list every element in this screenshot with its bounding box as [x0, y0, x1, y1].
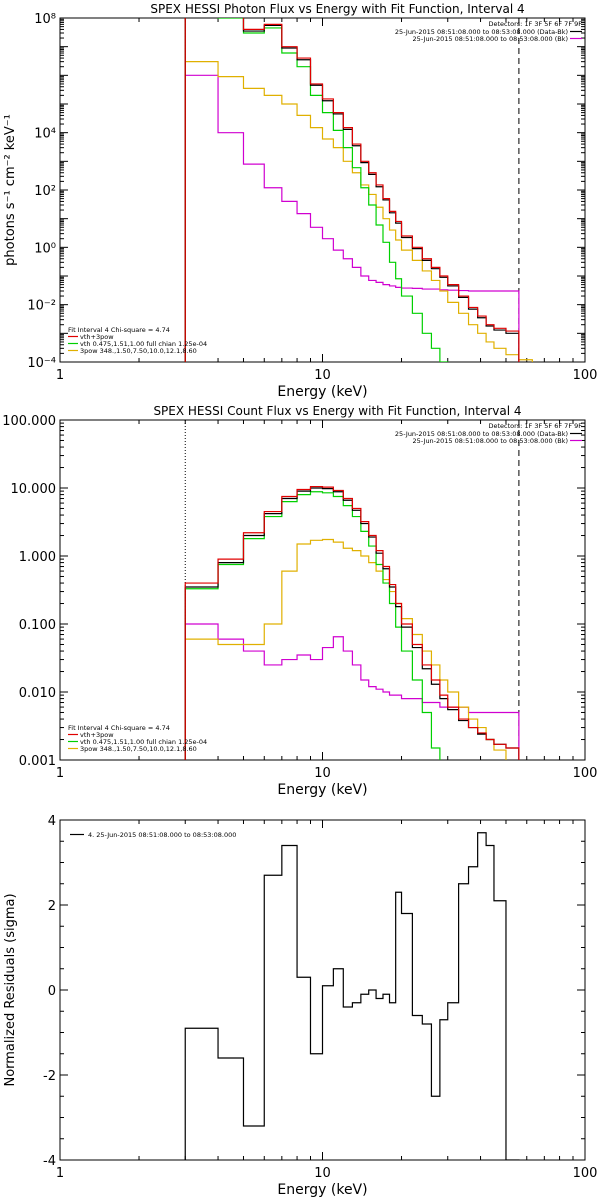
- photon-legend-top-entry-label: 25-Jun-2015 08:51:08.000 to 08:53:08.000…: [413, 35, 568, 43]
- photon-series-3pow: [184, 61, 533, 362]
- photon-legend-top-header: Detectors: 1F 3F 5F 6F 7F 9F: [488, 20, 582, 28]
- photon-legend-bottom-label: vth+3pow: [80, 333, 114, 341]
- photon-plot-area: [184, 18, 533, 362]
- resid-series-residuals: [184, 832, 520, 1160]
- resid-y-tick-label: -2: [43, 1069, 56, 1084]
- photon-frame: [59, 17, 586, 363]
- count-y-tick-label: 0.001: [19, 754, 56, 769]
- photon-series-bk: [184, 74, 520, 362]
- resid-y-tick-label: 2: [48, 899, 56, 914]
- count-legend-top: Detectors: 1F 3F 5F 6F 7F 9F25-Jun-2015 …: [395, 422, 582, 445]
- count-legend-bottom-header: Fit Interval 4 Chi-square = 4.74: [68, 724, 170, 732]
- count-legend-bottom-label: vth 0.475,1.51,1.00 full chian 1.25e-04: [80, 738, 207, 746]
- count-x-axis-label: Energy (keV): [277, 782, 367, 798]
- count-x-tick-label: 100: [573, 766, 598, 781]
- photon-y-tick-label: 10⁴: [34, 127, 56, 142]
- count-y-tick-label: 0.100: [19, 618, 56, 633]
- count-y-tick-label: 10.000: [11, 482, 57, 497]
- count-legend-bottom-label: 3pow 348.,1.50,7.50,10.0,12.1,8.60: [80, 745, 197, 753]
- count-x-tick-label: 1: [56, 766, 64, 781]
- photon-y-axis-label: photons s⁻¹ cm⁻² keV⁻¹: [3, 114, 18, 266]
- resid-legend: 4. 25-Jun-2015 08:51:08.000 to 08:53:08.…: [70, 831, 236, 839]
- count-legend-top-entry-label: 25-Jun-2015 08:51:08.000 to 08:53:08.000…: [395, 430, 568, 438]
- resid-x-ticks: 1 10 100: [56, 820, 598, 1181]
- resid-x-tick-label: 10: [314, 1166, 331, 1181]
- count-panel: SPEX HESSI Count Flux vs Energy with Fit…: [2, 404, 598, 798]
- photon-legend-bottom-label: 3pow 348.,1.50,7.50,10.0,12.1,8.60: [80, 347, 197, 355]
- photon-y-tick-label: 10⁰: [34, 241, 56, 256]
- resid-legend-label: 4. 25-Jun-2015 08:51:08.000 to 08:53:08.…: [88, 831, 236, 839]
- resid-panel: 1 10 100 Energy (keV) -4 -2 0 2 4 Normalized Resi…: [3, 814, 598, 1198]
- photon-x-tick-label: 1: [56, 368, 64, 383]
- count-x-tick-label: 10: [314, 766, 331, 781]
- photon-series-vth: [184, 18, 449, 362]
- resid-y-tick-label: -4: [43, 1154, 56, 1169]
- photon-series-data-bk: [184, 18, 520, 362]
- count-legend-bottom-label: vth+3pow: [80, 731, 114, 739]
- resid-x-tick-label: 100: [573, 1166, 598, 1181]
- count-series-data-bk: [184, 487, 520, 760]
- photon-series-vth-3pow: [184, 18, 520, 362]
- photon-y-tick-label: 10⁻⁴: [27, 356, 56, 371]
- count-legend-top-header: Detectors: 1F 3F 5F 6F 7F 9F: [488, 422, 582, 430]
- count-series-vth-3pow: [184, 485, 520, 760]
- photon-panel: SPEX HESSI Photon Flux vs Energy with Fi…: [3, 2, 598, 400]
- resid-y-tick-label: 4: [48, 814, 56, 829]
- count-x-ticks: 1 10 100: [56, 420, 598, 781]
- photon-x-tick-label: 10: [314, 368, 331, 383]
- photon-y-tick-label: 10²: [34, 184, 56, 199]
- photon-x-ticks: 1 10 100: [56, 18, 598, 383]
- photon-y-tick-label: 10⁸: [34, 12, 56, 27]
- resid-x-axis-label: Energy (keV): [277, 1182, 367, 1198]
- count-title: SPEX HESSI Count Flux vs Energy with Fit…: [153, 404, 521, 418]
- photon-y-tick-label: 10⁻²: [27, 299, 56, 314]
- count-legend-top-entry-label: 25-Jun-2015 08:51:08.000 to 08:53:08.000…: [413, 437, 568, 445]
- count-plot-area: [184, 420, 520, 760]
- resid-y-ticks: -4 -2 0 2 4: [43, 814, 585, 1169]
- photon-title: SPEX HESSI Photon Flux vs Energy with Fi…: [150, 2, 524, 16]
- photon-y-ticks: 10⁻⁴ 10⁻² 10⁰ 10² 10⁴ 10⁸: [27, 12, 585, 371]
- count-y-ticks: 0.001 0.010 0.100 1.000 10.000 100.000: [2, 414, 585, 769]
- photon-legend-top: Detectors: 1F 3F 5F 6F 7F 9F25-Jun-2015 …: [395, 20, 582, 43]
- photon-x-tick-label: 100: [573, 368, 598, 383]
- photon-legend-bottom-label: vth 0.475,1.51,1.00 full chian 1.25e-04: [80, 340, 207, 348]
- count-y-tick-label: 0.010: [19, 686, 56, 701]
- photon-legend-bottom-header: Fit Interval 4 Chi-square = 4.74: [68, 326, 170, 334]
- count-y-tick-label: 1.000: [19, 550, 56, 565]
- resid-x-tick-label: 1: [56, 1166, 64, 1181]
- resid-y-axis-label: Normalized Residuals (sigma): [3, 893, 18, 1086]
- count-legend-bottom: Fit Interval 4 Chi-square = 4.74vth+3pow…: [68, 724, 207, 753]
- photon-x-axis-label: Energy (keV): [277, 384, 367, 400]
- resid-y-tick-label: 0: [48, 984, 56, 999]
- count-y-tick-label: 100.000: [2, 414, 56, 429]
- count-series-3pow: [184, 538, 507, 760]
- photon-legend-top-entry-label: 25-Jun-2015 08:51:08.000 to 08:53:08.000…: [395, 28, 568, 36]
- count-frame: [59, 419, 586, 761]
- photon-legend-bottom: Fit Interval 4 Chi-square = 4.74vth+3pow…: [68, 326, 207, 355]
- resid-plot-area: [184, 832, 520, 1160]
